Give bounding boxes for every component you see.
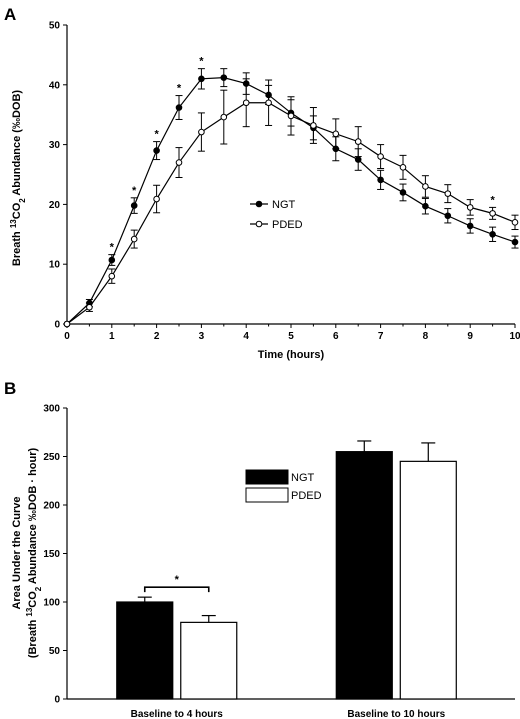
x-tick-label: 7 (378, 331, 384, 342)
significance-star: * (132, 185, 137, 197)
x-tick-label: 10 (509, 331, 520, 342)
data-point-pded (354, 138, 362, 145)
data-point-ngt (354, 156, 362, 163)
panel-a-label: A (4, 5, 16, 24)
data-point-pded (220, 113, 228, 121)
y-tick-label: 0 (54, 320, 60, 331)
data-point-ngt (489, 231, 496, 238)
data-point-ngt (242, 80, 250, 87)
data-point-pded (108, 272, 116, 280)
y-tick-label: 100 (43, 598, 60, 609)
y-tick-label: 150 (43, 549, 60, 560)
panel-b-chart: B 0 50 100 150 200 250 300 Baseline to 4 hours B… (4, 379, 515, 719)
data-point-ngt (511, 238, 519, 246)
x-tick-label: 0 (64, 331, 70, 342)
data-point-pded (422, 183, 429, 190)
panel-a-chart: A 0 1 2 3 4 5 6 7 8 9 10 0 10 20 30 40 50 * * * * * * Time (h… (4, 5, 520, 361)
y-axis-title-line2: (Breath 13CO2 Abundance ‰DOB · hour) (25, 447, 43, 658)
data-point-pded (153, 195, 160, 203)
legend-ngt-marker (255, 200, 263, 208)
data-point-pded (377, 153, 384, 160)
x-category-label: Baseline to 10 hours (347, 709, 445, 719)
x-tick-label: 1 (109, 331, 115, 342)
data-point-ngt (198, 75, 205, 83)
data-point-pded (130, 235, 138, 243)
y-tick-label: 50 (49, 21, 61, 32)
data-point-pded (63, 320, 71, 328)
y-tick-label: 200 (43, 501, 60, 512)
x-category-label: Baseline to 4 hours (131, 709, 224, 719)
data-point-pded (265, 99, 272, 107)
data-point-ngt (466, 222, 474, 230)
bar-ngt (335, 451, 393, 700)
x-tick-label: 8 (423, 331, 429, 342)
y-axis-title-line1: Area Under the Curve (11, 496, 23, 609)
data-point-ngt (399, 189, 407, 196)
y-tick-label: 40 (49, 80, 61, 91)
y-tick-label: 20 (49, 200, 61, 211)
x-axis-title: Time (hours) (258, 349, 325, 361)
y-axis-title: Breath 13CO2 Abundance (‰DOB) (9, 90, 27, 266)
legend-ngt-label-b: NGT (291, 472, 315, 484)
data-point-pded (332, 130, 340, 138)
legend-pded-marker (255, 220, 263, 228)
data-point-pded (287, 112, 295, 120)
data-point-pded (310, 122, 317, 129)
bar-pded (180, 621, 238, 700)
data-point-ngt (108, 256, 116, 264)
panel-b-legend: NGT PDED (245, 469, 322, 503)
panel-a-marks: * * * * * * (63, 56, 519, 328)
data-point-ngt (153, 147, 160, 154)
y-tick-label: 30 (49, 140, 61, 151)
data-point-pded (86, 303, 93, 311)
data-point-pded (444, 190, 452, 197)
data-point-pded (198, 128, 205, 136)
data-point-pded (511, 219, 519, 226)
bar-pded (399, 460, 457, 700)
significance-bracket (143, 586, 210, 593)
panel-b-label: B (4, 379, 16, 398)
panel-a-legend: NGT PDED (250, 199, 303, 231)
y-tick-label: 0 (54, 695, 60, 706)
legend-ngt-swatch (245, 469, 289, 485)
y-tick-label: 10 (49, 260, 61, 271)
significance-star: * (110, 242, 115, 254)
x-tick-label: 4 (243, 331, 249, 342)
x-tick-label: 9 (467, 331, 473, 342)
data-point-pded (399, 164, 407, 171)
data-point-pded (242, 99, 250, 107)
data-point-ngt (444, 212, 452, 220)
data-point-pded (175, 159, 183, 166)
significance-star: * (490, 194, 495, 206)
panel-b-marks: * (116, 440, 457, 700)
data-point-ngt (422, 202, 429, 210)
x-tick-label: 5 (288, 331, 294, 342)
significance-star: * (199, 56, 204, 68)
y-tick-label: 250 (43, 452, 60, 463)
data-point-ngt (175, 104, 183, 111)
legend-ngt-label: NGT (272, 199, 296, 211)
data-point-ngt (265, 91, 272, 99)
data-point-ngt (377, 176, 384, 184)
significance-star: * (154, 129, 159, 141)
data-point-pded (489, 210, 496, 217)
x-tick-label: 2 (154, 331, 160, 342)
x-tick-label: 3 (199, 331, 205, 342)
legend-pded-label-b: PDED (291, 490, 322, 502)
significance-star: * (177, 83, 182, 95)
legend-pded-label: PDED (272, 219, 303, 231)
data-point-ngt (332, 145, 340, 153)
y-tick-label: 50 (49, 646, 61, 657)
panel-a-axes: 0 1 2 3 4 5 6 7 8 9 10 0 10 20 30 40 50 (49, 21, 520, 343)
data-point-pded (466, 204, 474, 211)
x-tick-label: 6 (333, 331, 339, 342)
bar-ngt (116, 601, 174, 700)
data-point-ngt (220, 74, 228, 81)
data-point-ngt (130, 202, 138, 209)
y-tick-label: 300 (43, 404, 60, 415)
legend-pded-swatch (245, 487, 289, 503)
significance-star: * (175, 574, 180, 586)
